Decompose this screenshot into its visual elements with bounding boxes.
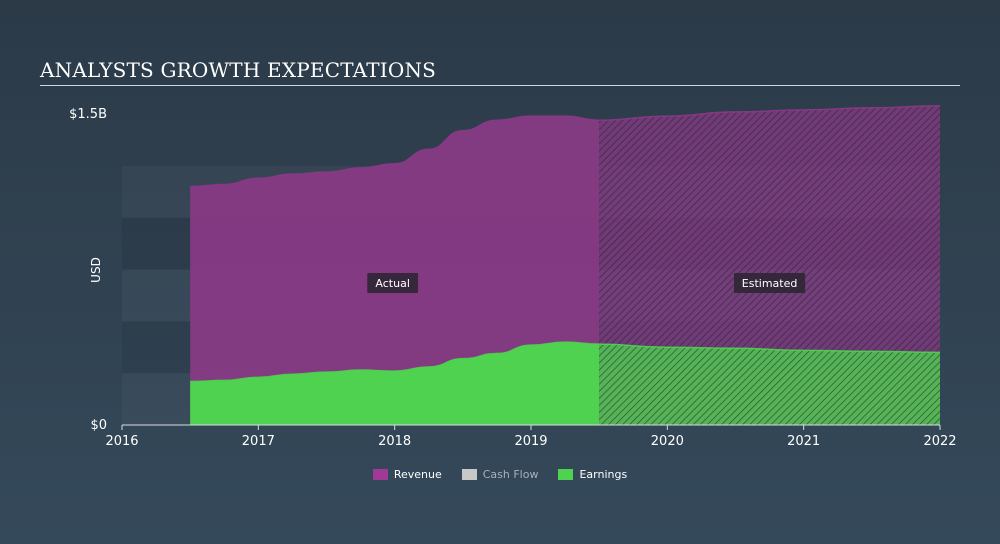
revenue-actual-area — [190, 116, 600, 425]
x-tick-label: 2017 — [242, 434, 275, 449]
y-tick-label: $1.5B — [69, 107, 107, 122]
chart-legend: Revenue Cash Flow Earnings — [0, 468, 1000, 481]
earnings-line — [599, 343, 941, 354]
x-tick-label: 2016 — [105, 434, 138, 449]
legend-label-earnings: Earnings — [579, 468, 628, 481]
earnings-actual-area — [190, 342, 600, 425]
x-tick-label: 2019 — [514, 434, 547, 449]
legend-item-earnings[interactable]: Earnings — [558, 468, 627, 481]
title-divider — [40, 85, 960, 86]
y-axis-label: USD — [89, 257, 103, 283]
x-tick-label: 2022 — [923, 434, 956, 449]
legend-swatch-cash-flow — [461, 469, 477, 480]
chart-title: ANALYSTS GROWTH EXPECTATIONS — [40, 58, 437, 82]
legend-item-cash-flow[interactable]: Cash Flow — [461, 468, 539, 481]
estimated-region-label-bg — [733, 273, 806, 293]
actual-region-label: Actual — [367, 273, 419, 293]
legend-swatch-revenue — [372, 469, 388, 480]
actual-region-label-bg — [367, 273, 419, 293]
actual-region-label-text: Actual — [375, 277, 409, 290]
x-tick-label: 2021 — [787, 434, 820, 449]
earnings-estimated-hatch — [599, 344, 940, 425]
legend-label-revenue: Revenue — [393, 468, 442, 481]
x-tick-label: 2018 — [378, 434, 411, 449]
estimated-region-label: Estimated — [733, 273, 806, 293]
revenue-line — [599, 104, 941, 121]
y-tick-label: $0 — [90, 418, 107, 433]
legend-item-revenue[interactable]: Revenue — [372, 468, 442, 481]
legend-label-cash-flow: Cash Flow — [482, 468, 539, 481]
earnings-line — [190, 341, 600, 383]
estimated-region-label-text: Estimated — [742, 277, 798, 290]
x-tick-label: 2020 — [651, 434, 684, 449]
revenue-line — [190, 115, 600, 188]
legend-swatch-earnings — [558, 469, 574, 480]
revenue-estimated-hatch — [599, 105, 940, 425]
